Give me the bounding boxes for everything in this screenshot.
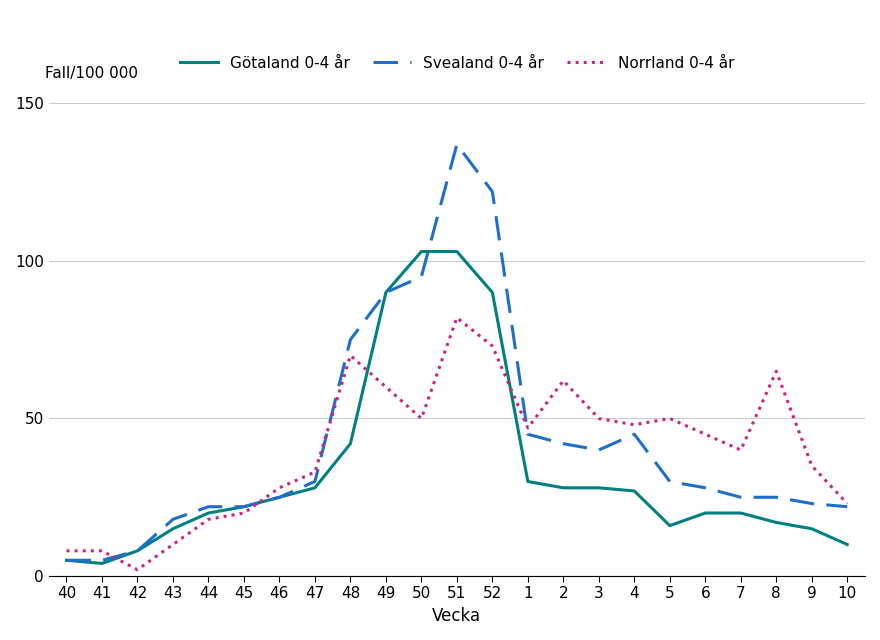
Svealand 0-4 år [416, 273, 427, 280]
Götaland 0-4 år [132, 547, 143, 555]
Norrland 0-4 år [381, 383, 392, 391]
Norrland 0-4 år [842, 500, 853, 508]
Norrland 0-4 år [558, 377, 568, 385]
Norrland 0-4 år [593, 415, 604, 422]
Text: Fall/100 000: Fall/100 000 [45, 66, 137, 81]
Svealand 0-4 år [381, 289, 392, 296]
Götaland 0-4 år [238, 503, 249, 511]
Götaland 0-4 år [62, 556, 72, 564]
Norrland 0-4 år [345, 351, 356, 359]
Götaland 0-4 år [416, 248, 427, 255]
Götaland 0-4 år [168, 525, 179, 532]
Svealand 0-4 år [736, 493, 746, 501]
Götaland 0-4 år [451, 248, 462, 255]
Svealand 0-4 år [842, 503, 853, 511]
Götaland 0-4 år [523, 477, 533, 485]
Götaland 0-4 år [842, 541, 853, 548]
X-axis label: Vecka: Vecka [432, 607, 481, 625]
Legend: Götaland 0-4 år, Svealand 0-4 år, Norrland 0-4 år: Götaland 0-4 år, Svealand 0-4 år, Norrla… [173, 50, 740, 77]
Götaland 0-4 år [487, 289, 497, 296]
Götaland 0-4 år [345, 440, 356, 447]
Svealand 0-4 år [806, 500, 817, 508]
Götaland 0-4 år [203, 509, 214, 517]
Svealand 0-4 år [629, 431, 640, 438]
Götaland 0-4 år [593, 484, 604, 492]
Götaland 0-4 år [310, 484, 320, 492]
Svealand 0-4 år [97, 556, 107, 564]
Norrland 0-4 år [168, 541, 179, 548]
Norrland 0-4 år [664, 415, 675, 422]
Götaland 0-4 år [381, 289, 392, 296]
Götaland 0-4 år [275, 493, 285, 501]
Svealand 0-4 år [664, 477, 675, 485]
Norrland 0-4 år [97, 547, 107, 555]
Svealand 0-4 år [451, 141, 462, 148]
Norrland 0-4 år [416, 415, 427, 422]
Svealand 0-4 år [771, 493, 781, 501]
Norrland 0-4 år [736, 446, 746, 454]
Götaland 0-4 år [664, 522, 675, 529]
Götaland 0-4 år [97, 559, 107, 567]
Line: Götaland 0-4 år: Götaland 0-4 år [67, 252, 847, 563]
Norrland 0-4 år [487, 342, 497, 350]
Svealand 0-4 år [487, 188, 497, 195]
Norrland 0-4 år [275, 484, 285, 492]
Norrland 0-4 år [238, 509, 249, 517]
Norrland 0-4 år [451, 314, 462, 321]
Svealand 0-4 år [558, 440, 568, 447]
Svealand 0-4 år [238, 503, 249, 511]
Götaland 0-4 år [771, 518, 781, 526]
Svealand 0-4 år [700, 484, 710, 492]
Norrland 0-4 år [203, 515, 214, 523]
Norrland 0-4 år [700, 431, 710, 438]
Svealand 0-4 år [132, 547, 143, 555]
Line: Svealand 0-4 år: Svealand 0-4 år [67, 145, 847, 560]
Norrland 0-4 år [523, 424, 533, 432]
Svealand 0-4 år [275, 493, 285, 501]
Götaland 0-4 år [700, 509, 710, 517]
Svealand 0-4 år [593, 446, 604, 454]
Norrland 0-4 år [310, 468, 320, 476]
Svealand 0-4 år [203, 503, 214, 511]
Götaland 0-4 år [558, 484, 568, 492]
Götaland 0-4 år [629, 487, 640, 495]
Götaland 0-4 år [806, 525, 817, 532]
Svealand 0-4 år [168, 515, 179, 523]
Svealand 0-4 år [62, 556, 72, 564]
Svealand 0-4 år [310, 477, 320, 485]
Götaland 0-4 år [736, 509, 746, 517]
Norrland 0-4 år [806, 462, 817, 470]
Svealand 0-4 år [523, 431, 533, 438]
Norrland 0-4 år [62, 547, 72, 555]
Line: Norrland 0-4 år: Norrland 0-4 år [67, 317, 847, 570]
Norrland 0-4 år [629, 421, 640, 429]
Svealand 0-4 år [345, 336, 356, 344]
Norrland 0-4 år [771, 367, 781, 375]
Norrland 0-4 år [132, 566, 143, 573]
